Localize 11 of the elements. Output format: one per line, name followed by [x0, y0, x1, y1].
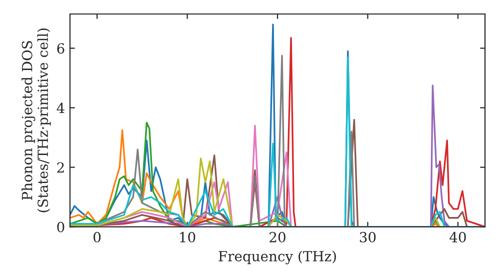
y-tick-label: 2 [57, 162, 64, 173]
x-axis-title: Frequency (THz) [218, 250, 336, 264]
x-tick-label: 0 [94, 232, 101, 242]
y-tick-label: 4 [56, 102, 64, 114]
x-tick-label: 30 [360, 232, 376, 242]
y-tick-label: 6 [57, 43, 64, 54]
x-tick-label: 40 [450, 232, 466, 242]
y-axis-title: Phonon projected DOS (States/THz·primitive cell) [22, 28, 51, 212]
x-tick-label: 10 [180, 232, 196, 242]
x-tick-label: 20 [270, 232, 286, 242]
y-tick-label: 0 [57, 222, 64, 232]
